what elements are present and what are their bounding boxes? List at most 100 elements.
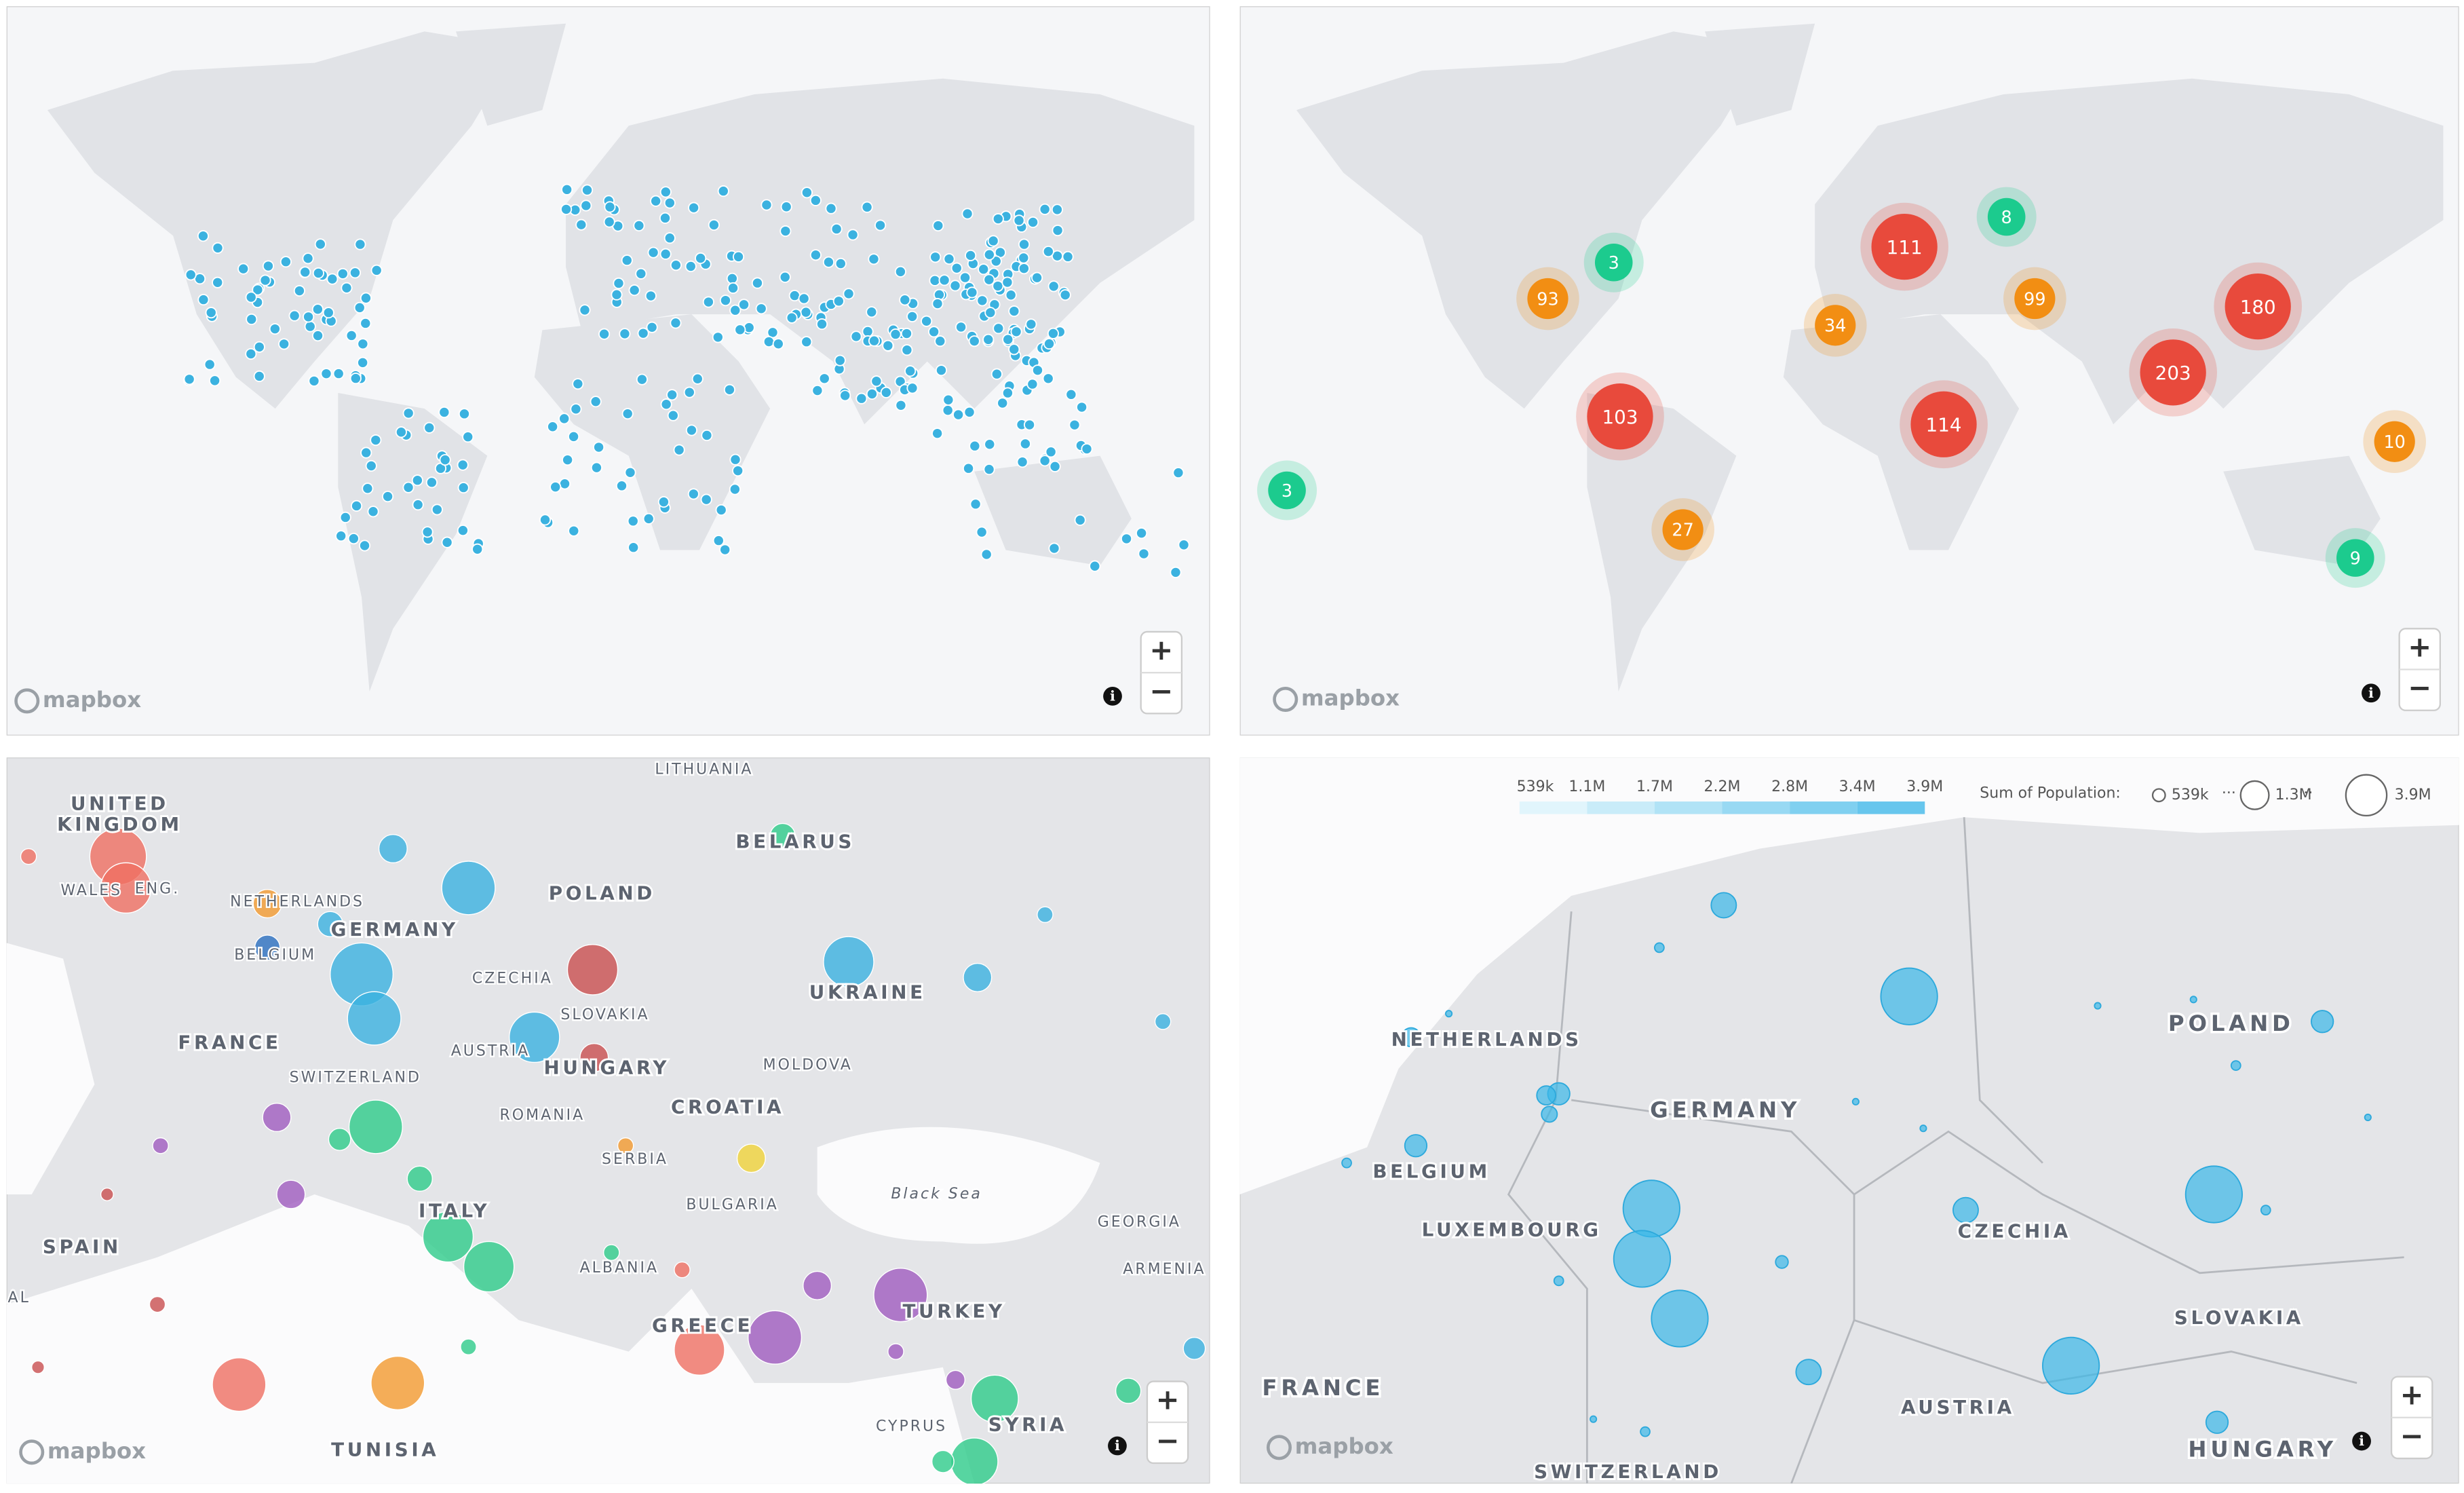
city-dot [560,203,573,215]
country-label: BULGARIA [686,1196,778,1213]
city-dot [763,335,775,348]
info-button[interactable] [1108,1436,1127,1456]
city-dot [280,256,292,268]
city-dot [312,267,324,280]
legend-label: 539k [1517,778,1554,795]
city-dot [670,259,682,271]
zoom-out-button[interactable]: − [2408,671,2431,704]
city-bubble [276,1179,306,1209]
city-dot [717,185,729,197]
city-bubble [579,1042,609,1073]
city-dot [1051,204,1063,216]
city-dot [800,306,812,318]
city-dot [311,330,324,342]
central-europe-panel: NETHERLANDS BELGIUM LUXEMBOURG GERMANY POLAN… [1239,757,2459,1484]
city-bubble [149,1296,166,1313]
city-dot [646,321,658,333]
legend-label: 539k [2172,787,2209,804]
city-dot [663,232,676,244]
city-dot [457,481,469,494]
color-scale [1790,801,1857,814]
country-label: TURKEY [902,1300,1005,1323]
city-dot [832,295,845,307]
country-label: GERMANY [1650,1097,1801,1122]
city-bubble [406,1165,433,1192]
city-dot [370,264,383,276]
city-dot [943,253,955,265]
city-dot [1010,326,1022,338]
city-bubble [769,823,796,850]
city-dot [729,304,742,316]
info-button[interactable] [2362,683,2381,703]
zoom-out-button[interactable]: − [1149,674,1173,707]
zoom-in-button[interactable]: + [1156,1383,1180,1416]
attribution: mapbox [1295,1433,1393,1459]
city-bubble [748,1310,803,1365]
zoom-out-button[interactable]: − [2400,1419,2424,1452]
zoom-in-button[interactable]: + [2408,630,2431,663]
zoom-in-button[interactable]: + [2400,1378,2424,1412]
city-dot [252,284,264,296]
cluster [1594,243,1633,282]
country-label: LUXEMBOURG [1422,1218,1602,1241]
city-dot [539,514,552,526]
city-dot [647,246,659,259]
city-dot [402,481,415,493]
country-label: SWITZERLAND [1534,1460,1722,1483]
country-label: CROATIA [671,1096,784,1118]
info-button[interactable] [2352,1431,2371,1451]
zoom-out-button[interactable]: − [1156,1424,1180,1457]
city-dot [966,286,978,299]
city-bubble [823,936,874,988]
info-icon[interactable]: i [1110,687,1115,704]
city-dot [727,282,739,295]
city-dot [938,274,950,286]
city-dot [861,201,873,213]
cluster-count: 10 [2383,432,2405,453]
country-label: CZECHIA [1958,1220,2071,1243]
city-bubble [1952,1196,1979,1224]
city-dot [1016,456,1028,468]
city-bubble [887,1343,904,1360]
city-dot [894,265,906,278]
city-dot [659,212,672,224]
city-dot [570,403,582,415]
city-bubble [262,1102,292,1133]
city-dot [642,512,655,525]
info-icon[interactable]: i [2359,1432,2364,1449]
city-dot [847,229,859,241]
city-dot [1005,289,1017,301]
cluster [1587,383,1653,450]
country-label: HUNGARY [2188,1436,2336,1462]
country-label: GREECE [652,1315,753,1337]
city-dot [604,201,616,213]
info-icon[interactable]: i [2368,684,2374,701]
city-dot [961,208,974,220]
city-dot [1062,250,1074,263]
country-label: POLAND [2168,1010,2294,1036]
cluster-count: 9 [2350,548,2361,569]
city-bubble [1445,1010,1453,1018]
city-dot [598,328,611,340]
city-dot [670,317,682,329]
cluster-count: 3 [1609,253,1619,273]
city-dot [1042,246,1054,258]
city-dot [685,424,698,436]
city-dot [712,331,724,343]
city-dot [644,290,657,302]
city-dot [314,238,326,250]
city-dot [801,187,813,199]
city-dot [980,548,993,561]
city-dot [899,294,911,306]
city-dot [990,368,1003,380]
city-dot [755,303,767,315]
city-bubble [1182,1337,1206,1360]
info-icon[interactable]: i [1115,1437,1120,1454]
city-dot [303,311,315,323]
zoom-in-button[interactable]: + [1149,633,1173,666]
city-dot [345,329,358,342]
city-dot [1031,271,1043,284]
city-dot [1018,238,1031,250]
info-button[interactable] [1103,687,1122,706]
